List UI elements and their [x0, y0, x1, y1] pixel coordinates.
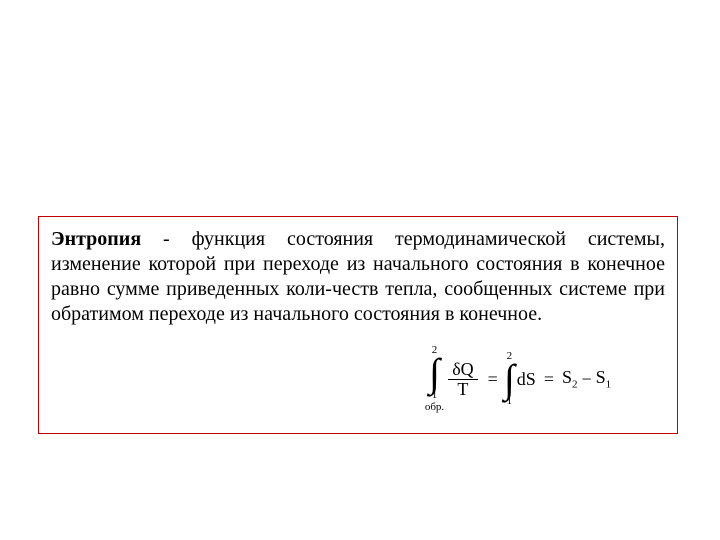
int1-sign: ∫: [429, 356, 440, 390]
definition-frame: Энтропия - функция состояния термодинами…: [38, 216, 678, 434]
fraction-den: T: [453, 380, 472, 399]
integral-2: 2 ∫ 1: [504, 351, 515, 408]
s1-base: S: [596, 367, 606, 387]
int2-sign: ∫: [504, 362, 515, 396]
minus-sign: −: [581, 369, 591, 390]
fraction-dq-t: δQ T: [448, 360, 477, 399]
fraction-num: δQ: [448, 360, 477, 380]
definition-paragraph: Энтропия - функция состояния термодинами…: [51, 227, 665, 327]
equals-1: =: [488, 369, 498, 390]
s2-term: S2: [562, 367, 578, 391]
equals-2: =: [544, 369, 554, 390]
s1-sub: 1: [606, 379, 612, 391]
int1-sublabel: обр.: [425, 402, 444, 413]
integral-1: 2 ∫ 1 обр.: [425, 345, 444, 413]
s2-sub: 2: [572, 379, 578, 391]
differential-ds: dS: [517, 369, 536, 390]
entropy-formula: 2 ∫ 1 обр. δQ T = 2 ∫ 1 dS = S2 − S1: [389, 345, 649, 413]
int1-lower: 1: [432, 390, 438, 401]
s1-term: S1: [596, 367, 612, 391]
s2-base: S: [562, 367, 572, 387]
int2-lower: 1: [507, 396, 513, 407]
definition-body: - функция состояния термодинамической си…: [51, 228, 665, 325]
term-entropy: Энтропия: [51, 228, 141, 250]
